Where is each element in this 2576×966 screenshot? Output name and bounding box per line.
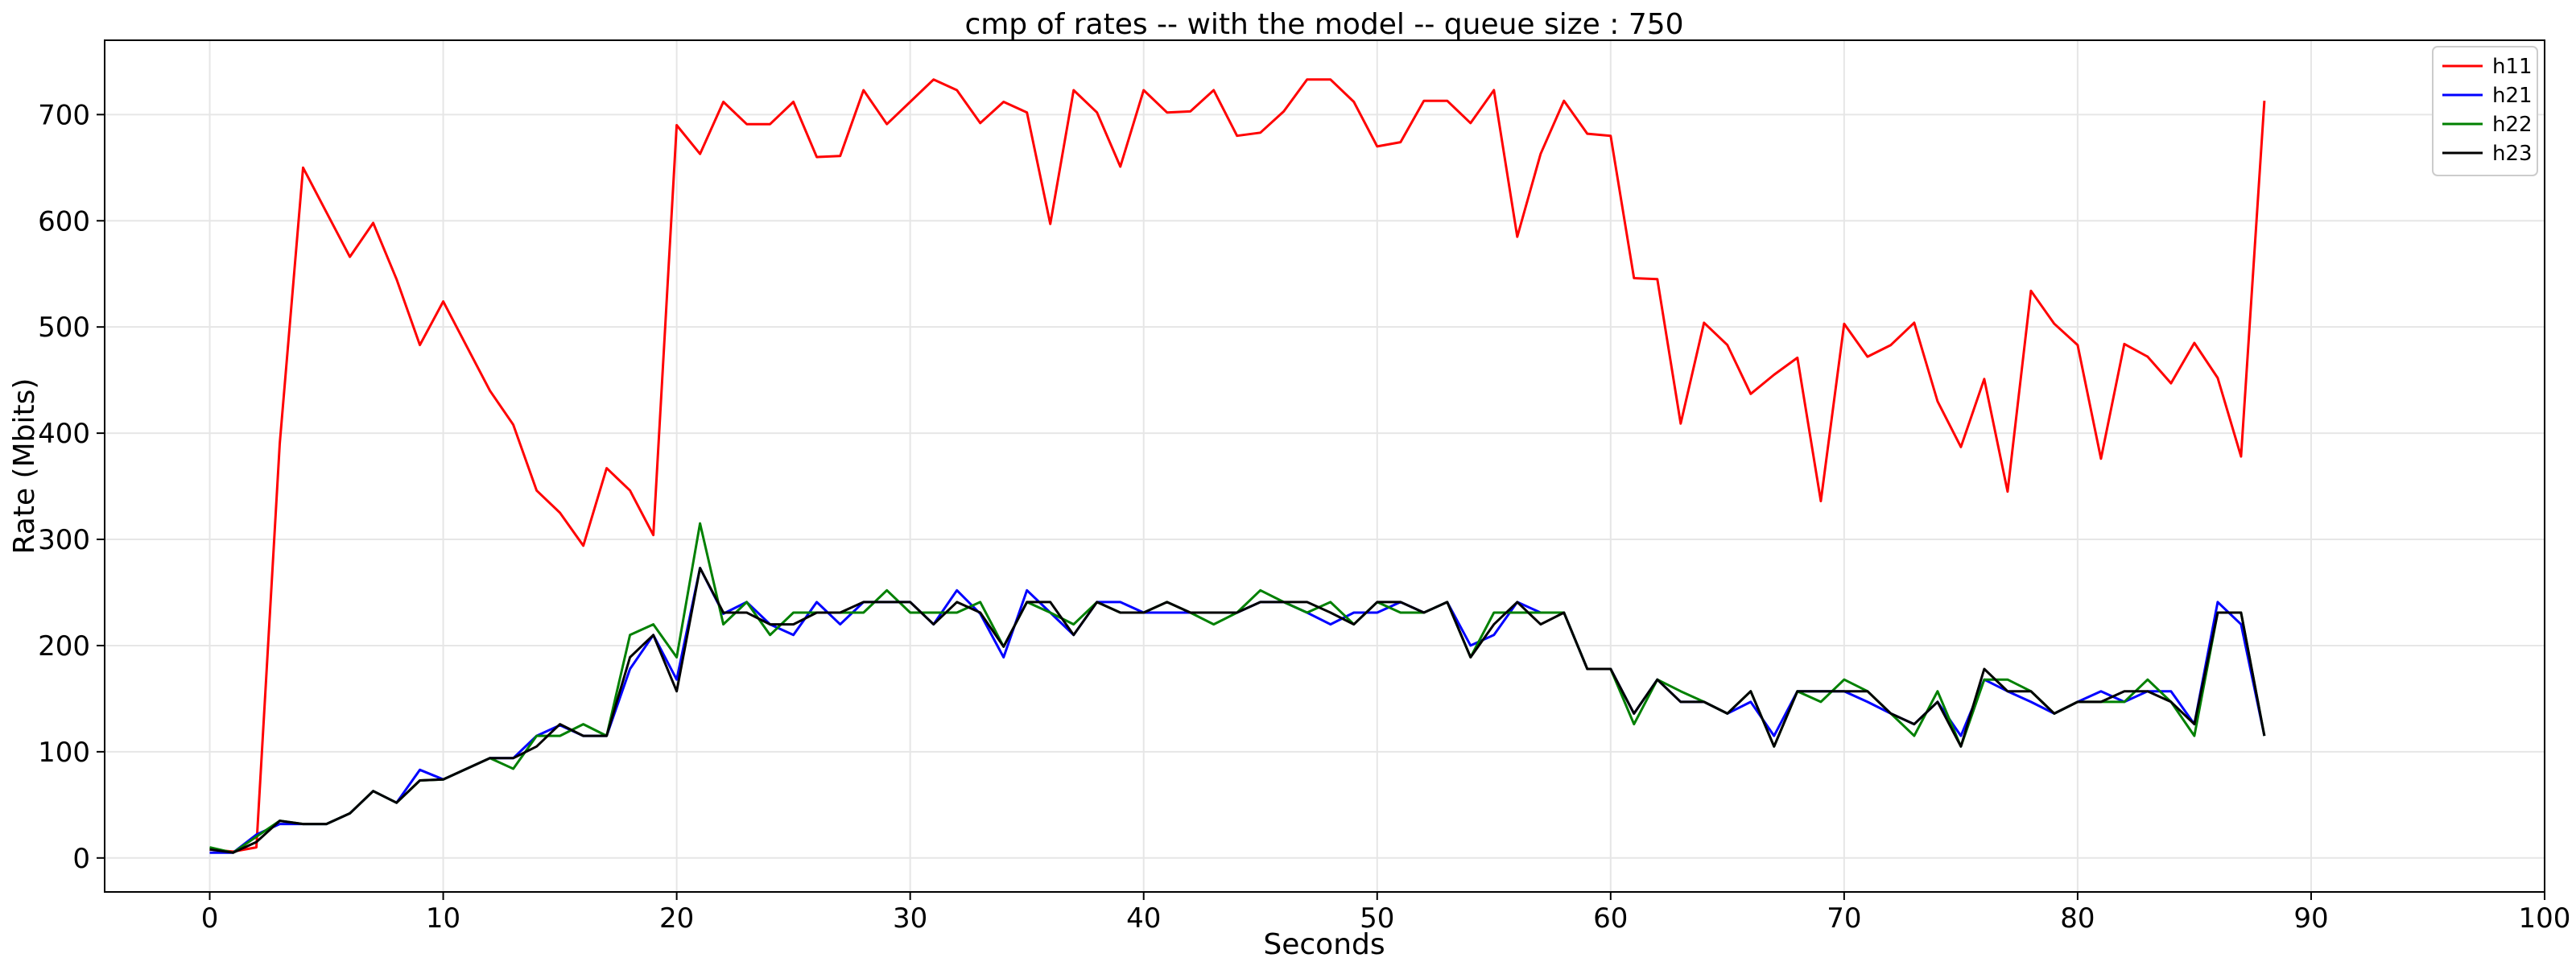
- axis-ticks: 0 10 20 30 40 50 60 70 80 90 100 0 100 200 300 400 500 60…: [38, 99, 2570, 935]
- y-tick-label: 700: [38, 99, 90, 131]
- y-tick-label: 0: [72, 843, 90, 875]
- x-tick-label: 40: [1126, 902, 1161, 935]
- series-lines: [209, 78, 2266, 854]
- legend-label-h21: h21: [2492, 84, 2533, 108]
- y-tick-label: 300: [38, 524, 90, 556]
- x-tick-label: 70: [1827, 902, 1861, 935]
- x-tick-label: 20: [659, 902, 694, 935]
- x-tick-label: 60: [1593, 902, 1628, 935]
- chart-title: cmp of rates -- with the model -- queue …: [964, 8, 1683, 41]
- y-tick-label: 600: [38, 205, 90, 237]
- series-line-h23: [209, 567, 2266, 854]
- y-axis-label: Rate (Mbits): [8, 378, 41, 555]
- y-tick-label: 500: [38, 312, 90, 344]
- y-tick-label: 400: [38, 418, 90, 450]
- grid: [105, 40, 2545, 892]
- x-tick-label: 10: [426, 902, 460, 935]
- legend-label-h23: h23: [2492, 142, 2533, 166]
- x-axis-label: Seconds: [1263, 928, 1385, 961]
- plot-frame: [104, 39, 2545, 893]
- y-tick-label: 200: [38, 630, 90, 663]
- y-tick-label: 100: [38, 737, 90, 769]
- legend-label-h11: h11: [2492, 55, 2533, 79]
- x-tick-label: 90: [2293, 902, 2328, 935]
- x-tick-label: 100: [2519, 902, 2571, 935]
- series-line-h11: [209, 78, 2266, 853]
- legend-box: [2432, 46, 2538, 176]
- legend: h11 h21 h22 h23: [2432, 46, 2538, 176]
- legend-label-h22: h22: [2492, 113, 2533, 137]
- series-line-h22: [209, 522, 2266, 854]
- x-tick-label: 0: [201, 902, 219, 935]
- series-line-h21: [209, 567, 2266, 854]
- x-tick-label: 50: [1360, 902, 1394, 935]
- x-tick-label: 80: [2060, 902, 2095, 935]
- x-tick-label: 30: [893, 902, 927, 935]
